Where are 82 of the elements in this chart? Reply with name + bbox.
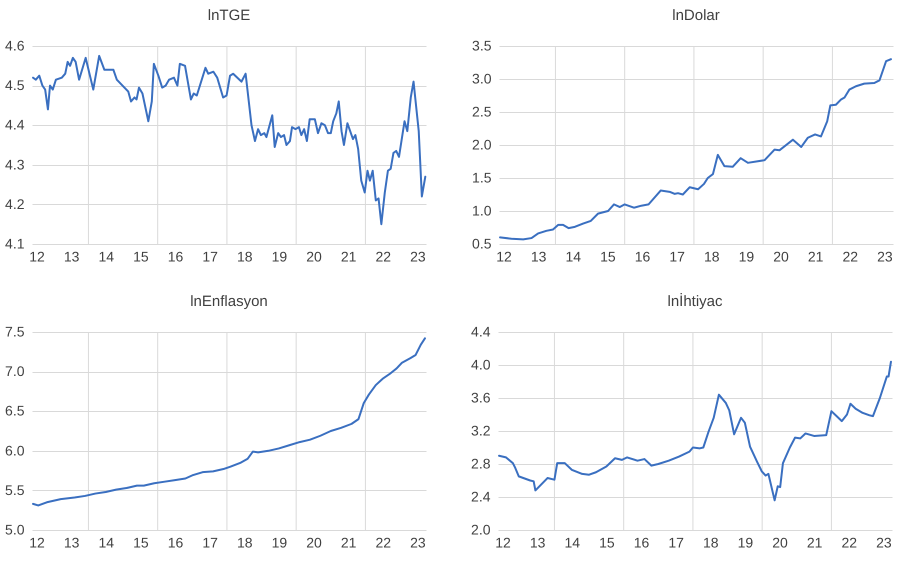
y-tick-label: 3.5 — [472, 38, 492, 54]
x-tick-label: 16 — [168, 248, 184, 264]
y-tick-label: 2.0 — [472, 136, 492, 152]
x-tick-label: 12 — [29, 534, 45, 550]
x-tick-label: 17 — [668, 534, 684, 550]
y-tick-label: 4.1 — [5, 236, 25, 252]
line-series — [498, 360, 892, 502]
y-tick-label: 4.3 — [5, 156, 25, 172]
y-tick-label: 2.8 — [471, 456, 491, 472]
y-tick-label: 5.5 — [5, 482, 25, 498]
x-tick-label: 23 — [410, 248, 426, 264]
y-tick-label: 3.2 — [471, 422, 491, 438]
y-tick-label: 2.4 — [471, 488, 491, 504]
y-tick-label: 7.5 — [5, 324, 25, 340]
y-tick-label: 3.6 — [471, 390, 491, 406]
x-tick-label: 14 — [98, 534, 114, 550]
y-tick-label: 4.4 — [5, 116, 25, 133]
y-tick-label: 1.5 — [472, 170, 492, 186]
x-tick-label: 12 — [495, 534, 511, 550]
y-tick-label: 4.4 — [471, 324, 491, 340]
x-tick-label: 17 — [669, 248, 686, 264]
x-tick-label: 13 — [530, 534, 546, 550]
y-tick-label: 4.2 — [5, 196, 25, 212]
x-tick-label: 15 — [133, 248, 149, 264]
chart-title: lnDolar — [672, 7, 720, 24]
x-tick-label: 22 — [841, 534, 858, 550]
x-tick-label: 18 — [704, 248, 720, 264]
y-tick-label: 5.0 — [5, 522, 25, 538]
y-tick-label: 1.0 — [472, 202, 492, 218]
y-tick-label: 0.5 — [472, 236, 492, 252]
y-tick-label: 4.0 — [471, 356, 491, 372]
x-tick-label: 14 — [98, 248, 114, 264]
y-tick-label: 2.5 — [472, 104, 492, 120]
x-tick-label: 19 — [272, 248, 288, 264]
y-tick-label: 4.5 — [5, 77, 25, 94]
x-tick-label: 12 — [29, 248, 45, 264]
x-tick-label: 22 — [842, 248, 858, 264]
x-tick-label: 13 — [64, 248, 80, 264]
y-tick-label: 4.6 — [5, 38, 25, 54]
x-tick-label: 21 — [806, 534, 823, 550]
x-tick-label: 21 — [340, 534, 357, 550]
x-tick-label: 23 — [410, 534, 426, 550]
x-tick-label: 16 — [634, 534, 650, 550]
x-tick-label: 19 — [738, 248, 754, 264]
x-tick-label: 16 — [168, 534, 184, 550]
line-series — [32, 337, 426, 506]
x-tick-label: 15 — [600, 248, 616, 264]
x-tick-label: 20 — [306, 534, 322, 550]
x-tick-label: 21 — [808, 248, 824, 264]
chart-title: lnİhtiyac — [667, 292, 724, 310]
x-tick-label: 17 — [202, 248, 218, 264]
x-tick-label: 17 — [202, 534, 218, 550]
x-tick-label: 21 — [340, 248, 357, 264]
x-tick-label: 13 — [530, 248, 547, 264]
y-tick-label: 3.0 — [472, 70, 492, 86]
x-tick-label: 18 — [702, 534, 719, 550]
y-tick-label: 7.0 — [5, 363, 25, 380]
y-tick-label: 6.5 — [5, 402, 25, 419]
x-tick-label: 15 — [133, 534, 149, 550]
x-tick-label: 20 — [773, 248, 789, 264]
x-tick-label: 20 — [772, 534, 788, 550]
x-tick-label: 23 — [876, 534, 892, 550]
x-tick-label: 15 — [599, 534, 615, 550]
x-tick-label: 16 — [634, 248, 650, 264]
chart-title: lnTGE — [208, 7, 250, 24]
x-tick-label: 13 — [64, 534, 80, 550]
x-tick-label: 22 — [375, 248, 392, 264]
x-tick-label: 22 — [375, 534, 392, 550]
line-series — [499, 58, 892, 240]
x-tick-label: 14 — [564, 534, 580, 550]
y-tick-label: 6.0 — [5, 442, 25, 458]
x-tick-label: 23 — [877, 248, 893, 264]
chart-title: lnEnflasyon — [190, 293, 268, 310]
y-tick-label: 2.0 — [471, 522, 491, 538]
x-tick-label: 14 — [565, 248, 582, 264]
x-tick-label: 19 — [272, 534, 288, 550]
x-tick-label: 18 — [236, 248, 253, 264]
x-tick-label: 19 — [738, 534, 754, 550]
x-tick-label: 20 — [306, 248, 322, 264]
x-tick-label: 12 — [496, 248, 512, 264]
x-tick-label: 18 — [236, 534, 253, 550]
line-series — [32, 54, 426, 226]
